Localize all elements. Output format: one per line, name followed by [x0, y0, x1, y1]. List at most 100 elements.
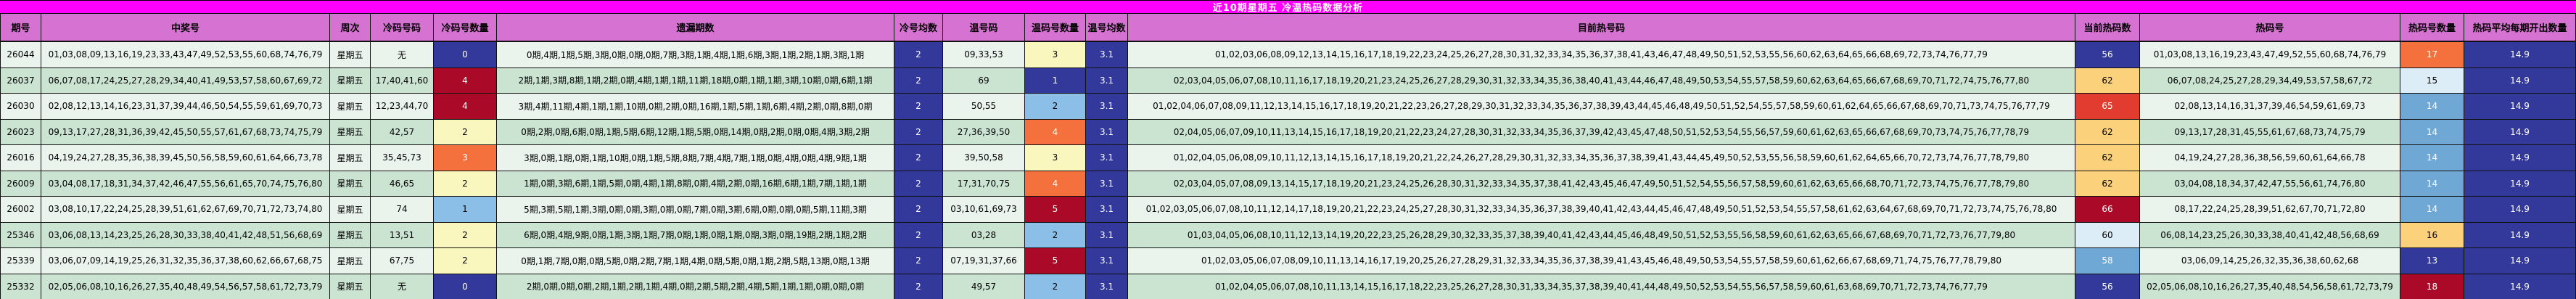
cell-cold_count[interactable]: 2: [434, 119, 497, 144]
cell-cold_count[interactable]: 4: [434, 94, 497, 119]
cell-hot_avg[interactable]: 14.9: [2464, 222, 2576, 247]
cell-week[interactable]: 星期五: [330, 119, 371, 144]
cell-cold_count[interactable]: 0: [434, 42, 497, 67]
cell-week[interactable]: 星期五: [330, 274, 371, 299]
cell-warm_avg[interactable]: 3.1: [1086, 197, 1128, 222]
col-header-hot_nums[interactable]: 热码号: [2140, 14, 2400, 41]
cell-week[interactable]: 星期五: [330, 67, 371, 93]
cell-hot_avg[interactable]: 14.9: [2464, 248, 2576, 274]
col-header-hot_current_count[interactable]: 当前热码数: [2075, 14, 2140, 41]
cell-hot_current[interactable]: 01,02,03,05,06,07,08,10,11,12,14,17,18,1…: [1128, 197, 2075, 222]
cell-cold_avg[interactable]: 2: [894, 119, 943, 144]
cell-cold_nums[interactable]: 35,45,73: [371, 145, 434, 171]
cell-winning[interactable]: 03,08,10,17,22,24,25,28,39,51,61,62,67,6…: [41, 197, 330, 222]
cell-hot_current[interactable]: 02,04,05,06,07,09,10,11,13,14,15,16,17,1…: [1128, 119, 2075, 144]
cell-hot_count[interactable]: 14: [2400, 197, 2464, 222]
cell-warm_nums[interactable]: 17,31,70,75: [943, 171, 1025, 196]
cell-hot_count[interactable]: 17: [2400, 42, 2464, 67]
cell-winning[interactable]: 03,06,08,13,14,23,25,26,28,30,33,38,40,4…: [41, 222, 330, 247]
cell-winning[interactable]: 03,04,08,17,18,31,34,37,42,46,47,55,56,6…: [41, 171, 330, 196]
cell-warm_avg[interactable]: 3.1: [1086, 67, 1128, 93]
cell-winning[interactable]: 03,06,07,09,14,19,25,26,31,32,35,36,37,3…: [41, 248, 330, 274]
cell-hot_current_count[interactable]: 62: [2075, 171, 2140, 196]
cell-hot_count[interactable]: 15: [2400, 67, 2464, 93]
cell-week[interactable]: 星期五: [330, 94, 371, 119]
cell-week[interactable]: 星期五: [330, 145, 371, 171]
col-header-warm_count[interactable]: 温码号数量: [1025, 14, 1086, 41]
cell-cold_nums[interactable]: 46,65: [371, 171, 434, 196]
cell-winning[interactable]: 09,13,17,27,28,31,36,39,42,45,50,55,57,6…: [41, 119, 330, 144]
cell-warm_count[interactable]: 2: [1025, 274, 1086, 299]
cell-week[interactable]: 星期五: [330, 248, 371, 274]
col-header-week[interactable]: 周次: [330, 14, 371, 41]
cell-hot_nums[interactable]: 06,08,14,23,25,26,30,33,38,40,41,42,48,5…: [2140, 222, 2400, 247]
col-header-hot_count[interactable]: 热码号数量: [2400, 14, 2464, 41]
cell-week[interactable]: 星期五: [330, 42, 371, 67]
cell-hot_avg[interactable]: 14.9: [2464, 119, 2576, 144]
cell-cold_count[interactable]: 3: [434, 145, 497, 171]
cell-warm_avg[interactable]: 3.1: [1086, 119, 1128, 144]
cell-cold_avg[interactable]: 2: [894, 42, 943, 67]
cell-period[interactable]: 25332: [0, 274, 41, 299]
cell-cold_avg[interactable]: 2: [894, 197, 943, 222]
col-header-period[interactable]: 期号: [0, 14, 41, 41]
cell-cold_avg[interactable]: 2: [894, 94, 943, 119]
cell-hot_current_count[interactable]: 56: [2075, 274, 2140, 299]
cell-winning[interactable]: 01,03,08,09,13,16,19,23,33,43,47,49,52,5…: [41, 42, 330, 67]
cell-hot_count[interactable]: 14: [2400, 145, 2464, 171]
cell-warm_avg[interactable]: 3.1: [1086, 274, 1128, 299]
cell-warm_nums[interactable]: 03,28: [943, 222, 1025, 247]
cell-warm_nums[interactable]: 27,36,39,50: [943, 119, 1025, 144]
cell-miss[interactable]: 0期,2期,0期,6期,0期,1期,5期,6期,12期,1期,5期,0期,14期…: [497, 119, 894, 144]
cell-period[interactable]: 25346: [0, 222, 41, 247]
cell-week[interactable]: 星期五: [330, 197, 371, 222]
cell-period[interactable]: 26023: [0, 119, 41, 144]
cell-hot_count[interactable]: 13: [2400, 248, 2464, 274]
cell-miss[interactable]: 0期,1期,7期,0期,0期,5期,0期,2期,7期,1期,4期,0期,5期,0…: [497, 248, 894, 274]
col-header-warm_avg[interactable]: 温号均数: [1086, 14, 1128, 41]
cell-warm_avg[interactable]: 3.1: [1086, 42, 1128, 67]
cell-hot_avg[interactable]: 14.9: [2464, 42, 2576, 67]
cell-warm_nums[interactable]: 07,19,31,37,66: [943, 248, 1025, 274]
cell-hot_nums[interactable]: 01,03,08,13,16,19,23,43,47,49,52,55,60,6…: [2140, 42, 2400, 67]
cell-cold_avg[interactable]: 2: [894, 274, 943, 299]
cell-cold_count[interactable]: 4: [434, 67, 497, 93]
cell-warm_nums[interactable]: 69: [943, 67, 1025, 93]
cell-warm_count[interactable]: 5: [1025, 197, 1086, 222]
col-header-cold_avg[interactable]: 冷号均数: [894, 14, 943, 41]
col-header-cold_count[interactable]: 冷码号数量: [434, 14, 497, 41]
cell-winning[interactable]: 04,19,24,27,28,35,36,38,39,45,50,56,58,5…: [41, 145, 330, 171]
cell-hot_avg[interactable]: 14.9: [2464, 94, 2576, 119]
cell-warm_nums[interactable]: 09,33,53: [943, 42, 1025, 67]
cell-warm_count[interactable]: 3: [1025, 42, 1086, 67]
cell-hot_nums[interactable]: 09,13,17,28,31,45,55,61,67,68,73,74,75,7…: [2140, 119, 2400, 144]
cell-hot_current[interactable]: 02,03,04,05,07,08,09,13,14,15,17,18,19,2…: [1128, 171, 2075, 196]
cell-hot_nums[interactable]: 02,08,13,14,16,31,37,39,46,54,59,61,69,7…: [2140, 94, 2400, 119]
cell-hot_nums[interactable]: 03,06,09,14,25,26,32,35,36,38,60,62,68: [2140, 248, 2400, 274]
cell-period[interactable]: 25339: [0, 248, 41, 274]
cell-week[interactable]: 星期五: [330, 171, 371, 196]
cell-cold_count[interactable]: 2: [434, 171, 497, 196]
cell-hot_current[interactable]: 01,02,04,05,06,07,08,10,11,13,14,15,16,1…: [1128, 274, 2075, 299]
cell-warm_count[interactable]: 2: [1025, 94, 1086, 119]
cell-warm_count[interactable]: 3: [1025, 145, 1086, 171]
cell-cold_nums[interactable]: 17,40,41,60: [371, 67, 434, 93]
cell-hot_current_count[interactable]: 56: [2075, 42, 2140, 67]
cell-period[interactable]: 26016: [0, 145, 41, 171]
cell-warm_count[interactable]: 4: [1025, 119, 1086, 144]
cell-hot_avg[interactable]: 14.9: [2464, 67, 2576, 93]
cell-hot_current[interactable]: 01,02,04,06,07,08,09,11,12,13,14,15,16,1…: [1128, 94, 2075, 119]
cell-winning[interactable]: 02,05,06,08,10,16,26,27,35,40,48,49,54,5…: [41, 274, 330, 299]
cell-cold_avg[interactable]: 2: [894, 145, 943, 171]
cell-hot_count[interactable]: 14: [2400, 94, 2464, 119]
cell-warm_count[interactable]: 2: [1025, 222, 1086, 247]
cell-week[interactable]: 星期五: [330, 222, 371, 247]
col-header-winning[interactable]: 中奖号: [41, 14, 330, 41]
cell-hot_current_count[interactable]: 60: [2075, 222, 2140, 247]
col-header-warm_nums[interactable]: 温号码: [943, 14, 1025, 41]
cell-warm_nums[interactable]: 49,57: [943, 274, 1025, 299]
cell-period[interactable]: 26044: [0, 42, 41, 67]
cell-warm_nums[interactable]: 50,55: [943, 94, 1025, 119]
cell-hot_current[interactable]: 01,03,04,05,06,08,10,11,12,13,14,19,20,2…: [1128, 222, 2075, 247]
cell-winning[interactable]: 02,08,12,13,14,16,23,31,37,39,44,46,50,5…: [41, 94, 330, 119]
